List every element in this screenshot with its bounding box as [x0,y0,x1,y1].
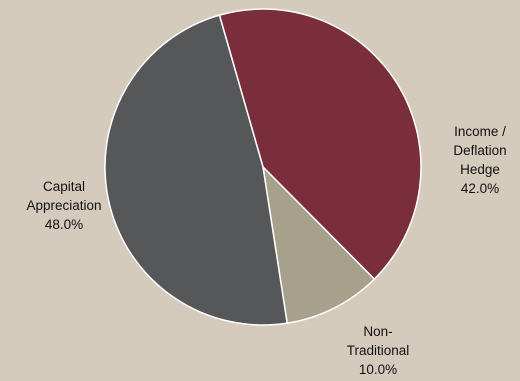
pie-slice-income-deflation-hedge [218,8,422,280]
slice-label-income-deflation-hedge: Income / Deflation Hedge 42.0% [453,124,507,196]
slice-label-capital-appreciation: Capital Appreciation 48.0% [26,179,102,232]
slice-label-non-traditional: Non- Traditional 10.0% [346,324,410,377]
pie-slice-non-traditional [262,166,376,324]
pie-slice-capital-appreciation [104,14,288,326]
